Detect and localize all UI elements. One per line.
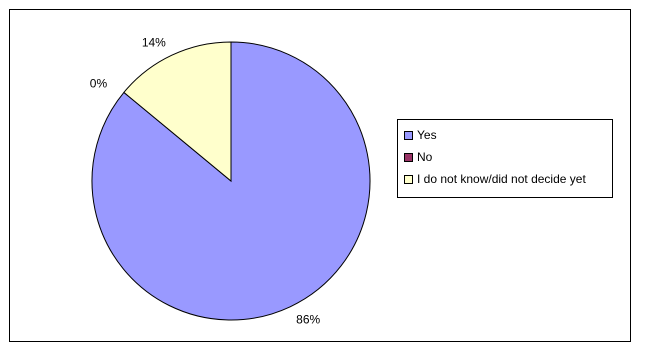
legend-swatch-undecided xyxy=(404,174,413,184)
legend-label-no: No xyxy=(417,150,433,164)
pie-chart: 86% 0% 14% xyxy=(90,36,371,326)
legend-item-undecided: I do not know/did not decide yet xyxy=(404,168,612,190)
chart-area: 86% 0% 14% Yes No I do not know/did not de… xyxy=(9,9,631,342)
legend-item-no: No xyxy=(404,146,612,168)
legend: Yes No I do not know/did not decide yet xyxy=(397,119,613,198)
data-label-yes: 86% xyxy=(296,312,320,326)
legend-label-yes: Yes xyxy=(417,128,437,142)
legend-label-undecided: I do not know/did not decide yet xyxy=(417,172,586,186)
legend-item-yes: Yes xyxy=(404,124,612,146)
legend-swatch-yes xyxy=(404,130,413,140)
legend-swatch-no xyxy=(404,152,413,162)
data-label-no: 0% xyxy=(90,76,108,90)
data-label-undecided: 14% xyxy=(142,36,166,50)
pie-slice-undecided xyxy=(123,41,232,183)
